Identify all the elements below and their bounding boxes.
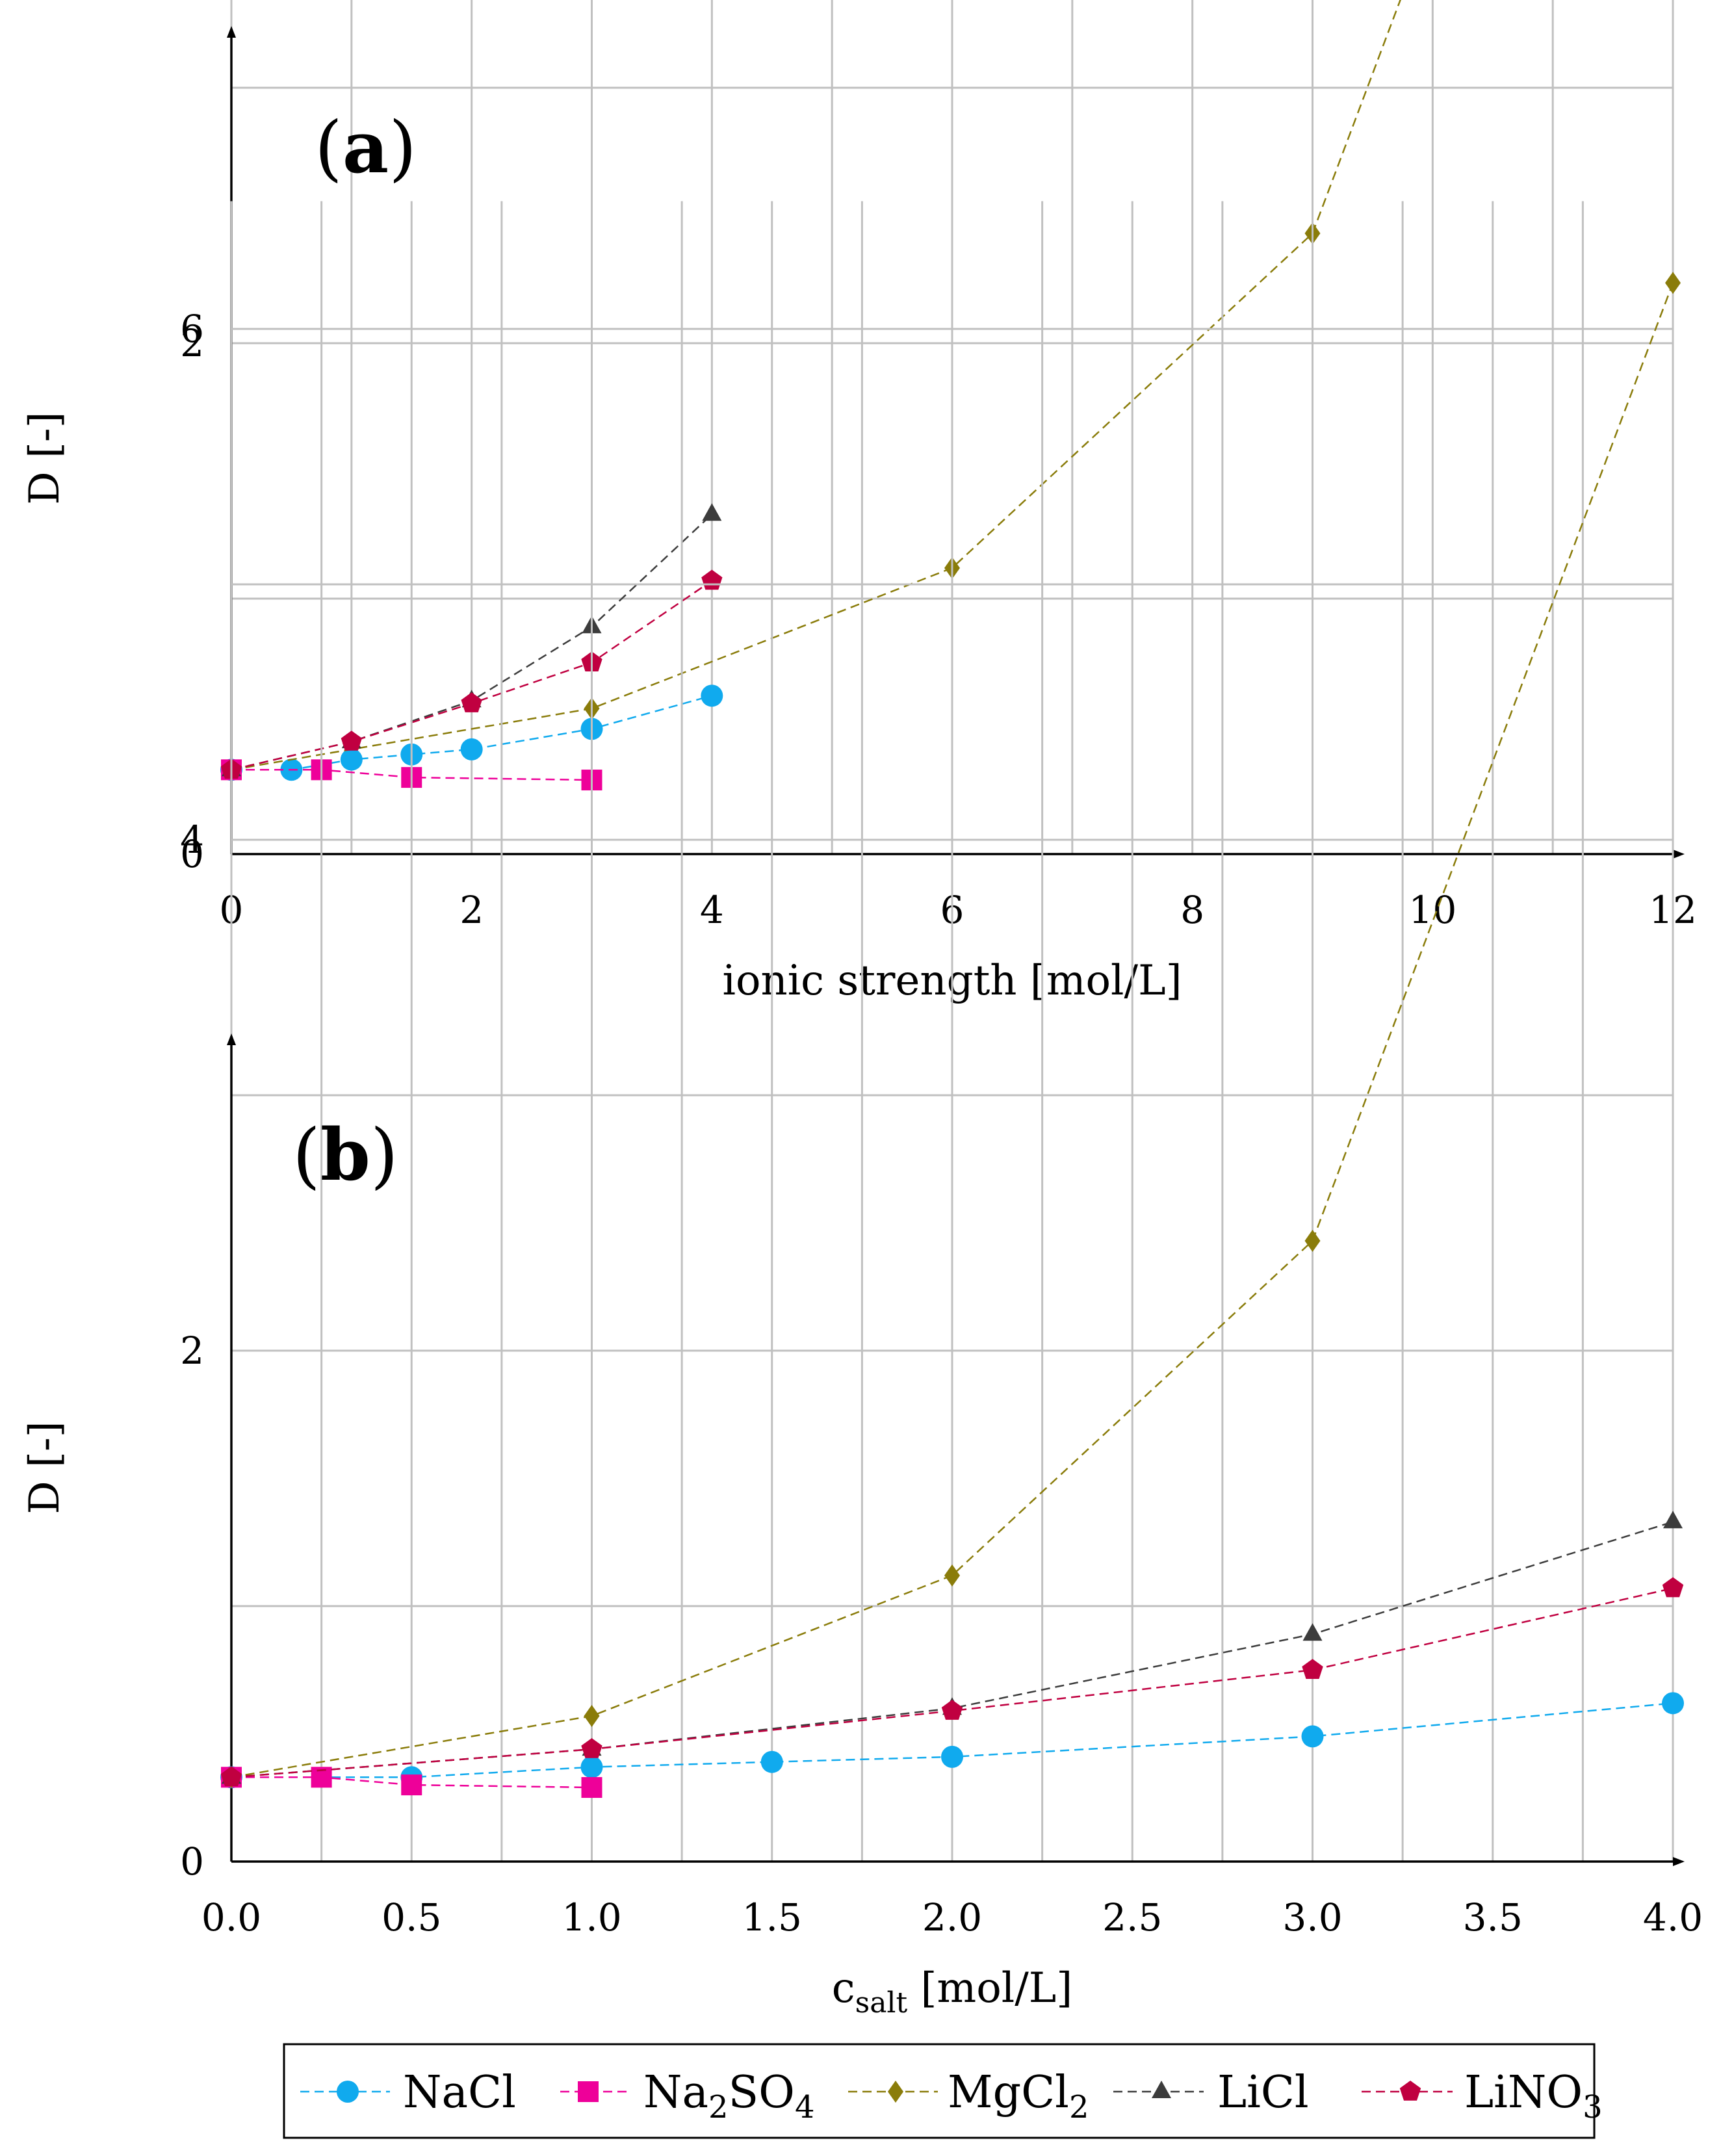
panel-label: (b) (292, 1113, 398, 1197)
legend-marker (578, 2081, 599, 2102)
legend-label-tail: SO (729, 2067, 795, 2118)
x-tick-label: 4 (700, 888, 724, 932)
panel-label-close: ) (370, 1113, 398, 1197)
legend-label: NaCl (403, 2067, 516, 2118)
legend-marker (1152, 2081, 1171, 2098)
panel-b: 0.0 0.5 1.0 1.5 2.0 2.5 3.0 3.5 4.0 0 2 4 6 csalt [mo… (21, 201, 1703, 2020)
data-point (461, 692, 482, 712)
legend-label-main: LiNO (1464, 2067, 1583, 2118)
data-point (1662, 1577, 1684, 1598)
legend-label-main: Na (643, 2067, 708, 2118)
legend-label-main: LiCl (1217, 2067, 1309, 2118)
y-tick-label: 2 (180, 1329, 204, 1373)
data-point (460, 738, 483, 760)
data-point (401, 1774, 422, 1796)
x-tick-label: 0.5 (382, 1895, 441, 1940)
y-tick-label: 0 (180, 832, 204, 876)
data-point (1662, 1692, 1684, 1715)
data-point (584, 1704, 600, 1727)
x-tick-label: 2 (459, 888, 484, 932)
panel-label-open: ( (292, 1113, 320, 1197)
legend-marker (888, 2081, 903, 2103)
legend-label-main: NaCl (403, 2067, 516, 2118)
x-axis-label: csalt [mol/L] (832, 1964, 1072, 2020)
data-point (701, 569, 723, 590)
panel-label: (a) (315, 105, 417, 189)
data-point (941, 1745, 963, 1768)
x-tick-label: 3.5 (1463, 1895, 1523, 1940)
data-point (760, 1750, 783, 1773)
series-line (231, 1776, 592, 1789)
legend-label-subscript: 2 (708, 2089, 729, 2125)
y-tick-label: 0 (180, 1839, 204, 1884)
series-line (231, 1521, 1674, 1778)
data-point (1665, 272, 1681, 294)
x-tick-label: 4.0 (1643, 1895, 1703, 1940)
x-axis-arrow-icon (1673, 850, 1685, 859)
legend-marker (1399, 2081, 1421, 2101)
x-tick-label: 8 (1180, 888, 1204, 932)
data-point (702, 503, 722, 521)
data-point (581, 1738, 602, 1758)
legend-label-main: MgCl (948, 2067, 1069, 2118)
legend-entry-nacl: NaCl (300, 2067, 516, 2118)
legend-label: MgCl2 (948, 2067, 1089, 2125)
y-tick-label: 6 (180, 307, 204, 351)
x-tick-label: 0.0 (201, 1895, 261, 1940)
x-tick-label: 2.5 (1102, 1895, 1162, 1940)
data-point (1304, 1230, 1321, 1253)
data-point (1663, 1511, 1683, 1529)
x-tick-label: 1.0 (562, 1895, 621, 1940)
grid (230, 201, 1674, 1863)
series-line (231, 769, 592, 781)
data-point (341, 731, 362, 751)
panel-label-letter: b (320, 1113, 370, 1197)
legend: NaCl Na2SO4 MgCl2 LiCl LiNO3 (283, 2043, 1603, 2139)
panel-label-open: ( (315, 106, 343, 189)
x-tick-label: 10 (1408, 888, 1456, 932)
panel-label-close: ) (389, 106, 417, 189)
data-point (1301, 1725, 1324, 1748)
x-tick-label: 2.0 (922, 1895, 982, 1940)
y-tick-label: 2 (180, 321, 204, 365)
data-point (701, 684, 723, 707)
data-point (220, 1766, 242, 1787)
legend-entry-na2so4: Na2SO4 (560, 2067, 814, 2125)
x-axis-label-unit: [mol/L] (907, 1964, 1072, 2012)
x-tick-label: 1.5 (742, 1895, 802, 1940)
legend-entry-licl: LiCl (1113, 2067, 1309, 2118)
legend-label-subscript: 2 (1069, 2089, 1089, 2125)
legend-marker (337, 2081, 359, 2103)
panel-label-letter: a (343, 105, 389, 189)
data-point (1302, 1623, 1323, 1641)
legend-label: LiCl (1217, 2067, 1309, 2118)
data-point (580, 1756, 603, 1778)
data-point (944, 1564, 960, 1587)
y-axis-arrow-icon (227, 26, 236, 38)
y-axis-label: D [-] (21, 411, 69, 504)
legend-label: Na2SO4 (643, 2067, 814, 2125)
data-point (1302, 1659, 1323, 1679)
x-axis-label-subscript: salt (855, 1986, 908, 2020)
y-tick-label: 4 (180, 818, 204, 862)
legend-label-subscript: 4 (795, 2089, 815, 2125)
legend-label-subscript: 3 (1583, 2089, 1603, 2125)
series-lino3 (220, 1577, 1684, 1787)
legend-entry-mgcl2: MgCl2 (848, 2067, 1089, 2125)
data-point (941, 1700, 963, 1720)
legend-label: LiNO3 (1464, 2067, 1603, 2125)
panel-a: 0246810120246ionic strength [mol/L]D [-]… (21, 0, 1697, 1005)
x-tick-label: 3.0 (1282, 1895, 1342, 1940)
data-point (340, 748, 363, 771)
y-axis-label: D [-] (21, 1421, 69, 1514)
data-point (581, 1777, 602, 1799)
x-axis-arrow-icon (1673, 1857, 1685, 1866)
legend-entry-lino3: LiNO3 (1362, 2067, 1603, 2125)
y-axis-arrow-icon (227, 1033, 236, 1045)
